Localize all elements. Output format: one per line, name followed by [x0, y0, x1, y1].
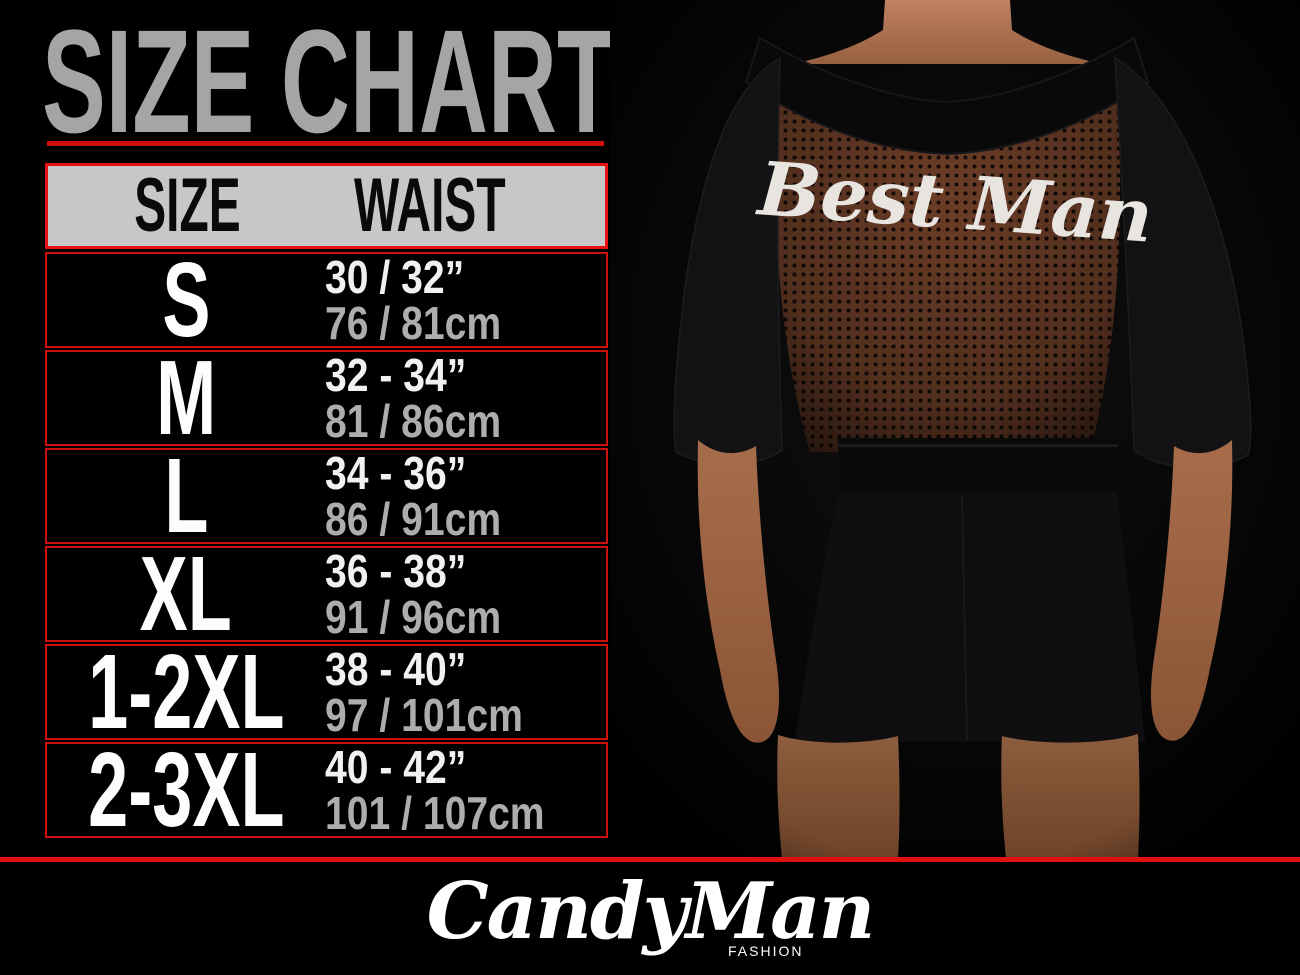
size-value: 1-2XL: [87, 633, 285, 751]
header-waist-cell: WAIST: [326, 166, 605, 246]
table-row-m: M 32 - 34” 81 / 86cm: [45, 345, 608, 451]
waist-centimeters: 86 / 91cm: [325, 493, 502, 545]
size-cell: M: [47, 345, 325, 451]
waist-cell: 34 - 36” 86 / 91cm: [325, 450, 606, 542]
model-photo: Best Man: [610, 0, 1300, 858]
size-cell: 1-2XL: [47, 639, 325, 745]
waist-cell: 30 / 32” 76 / 81cm: [325, 254, 606, 346]
waist-inches: 40 - 42”: [325, 741, 467, 793]
size-value: L: [163, 437, 209, 555]
table-header: SIZE WAIST: [45, 163, 608, 249]
waist-centimeters: 76 / 81cm: [325, 297, 502, 349]
table-row-2-3xl: 2-3XL 40 - 42” 101 / 107cm: [45, 737, 608, 843]
waist-centimeters: 101 / 107cm: [325, 787, 545, 839]
waist-inches: 32 - 34”: [325, 349, 467, 401]
photo-vignette: [610, 0, 1300, 858]
waist-centimeters: 91 / 96cm: [325, 591, 502, 643]
size-cell: XL: [47, 541, 325, 647]
header-size-cell: SIZE: [48, 166, 326, 246]
table-row-1-2xl: 1-2XL 38 - 40” 97 / 101cm: [45, 639, 608, 745]
waist-inches: 34 - 36”: [325, 447, 467, 499]
size-value: 2-3XL: [87, 731, 285, 849]
brand-logo: CandyMan: [426, 866, 876, 957]
header-waist-label: WAIST: [354, 163, 506, 248]
waist-centimeters: 81 / 86cm: [325, 395, 502, 447]
footer-divider: [0, 857, 1300, 862]
table-row-xl: XL 36 - 38” 91 / 96cm: [45, 541, 608, 647]
waist-cell: 38 - 40” 97 / 101cm: [325, 646, 606, 738]
waist-cell: 40 - 42” 101 / 107cm: [325, 744, 606, 836]
table-row-l: L 34 - 36” 86 / 91cm: [45, 443, 608, 549]
waist-centimeters: 97 / 101cm: [325, 689, 523, 741]
size-value: XL: [139, 535, 233, 653]
waist-inches: 30 / 32”: [325, 251, 465, 303]
size-value: S: [161, 241, 211, 359]
waist-inches: 36 - 38”: [325, 545, 467, 597]
size-table-rows: S 30 / 32” 76 / 81cm M 32 - 34” 81 / 86c…: [45, 247, 608, 843]
page-title: SIZE CHART: [42, 0, 616, 164]
size-cell: 2-3XL: [47, 737, 325, 843]
header-size-label: SIZE: [133, 163, 241, 248]
brand-sub-label: FASHION: [728, 943, 804, 959]
waist-inches: 38 - 40”: [325, 643, 467, 695]
size-value: M: [155, 339, 217, 457]
footer: CandyMan FASHION: [0, 862, 1300, 975]
size-cell: S: [47, 247, 325, 353]
waist-cell: 36 - 38” 91 / 96cm: [325, 548, 606, 640]
title-underline: [47, 141, 604, 146]
table-row-s: S 30 / 32” 76 / 81cm: [45, 247, 608, 353]
size-cell: L: [47, 443, 325, 549]
waist-cell: 32 - 34” 81 / 86cm: [325, 352, 606, 444]
